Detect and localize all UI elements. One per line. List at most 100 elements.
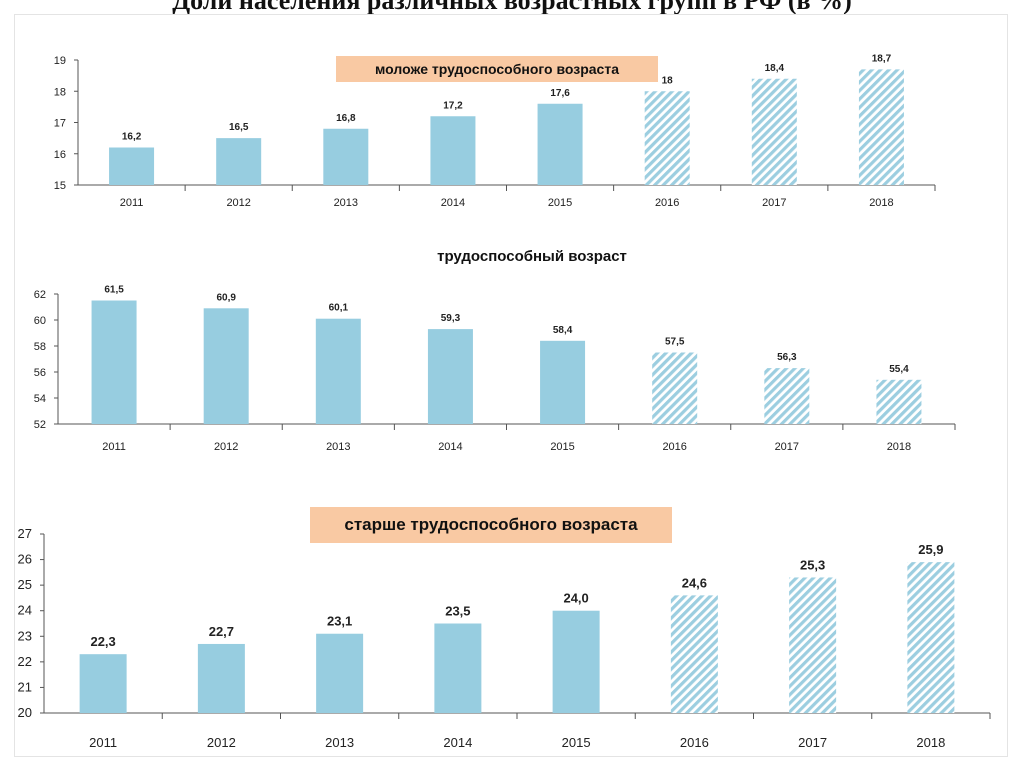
x-tick-label: 2013 [334,197,358,209]
chart-older: старше трудоспособного возраста 20 21 22 23 2… [18,507,991,750]
bar-2012 [197,643,245,713]
data-label-2013: 16,8 [336,113,356,124]
x-tick-label: 2018 [869,197,893,209]
y-tick-label: 16 [54,149,66,161]
x-tick-label: 2013 [326,441,350,453]
x-tick-label: 2011 [89,735,117,750]
x-tick-label: 2017 [798,735,827,750]
x-tick-label: 2016 [662,441,686,453]
bar-2015 [537,103,583,185]
x-tick-label: 2015 [548,197,572,209]
y-tick-label: 19 [54,55,66,67]
bar-2016 [644,91,690,185]
bar-2011 [91,300,137,424]
page-title: Доли населения различных возрастных груп… [172,0,852,15]
y-tick-label: 17 [54,118,66,130]
bar-2016 [670,595,718,713]
data-label-2014: 59,3 [441,313,461,324]
x-tick-label: 2018 [916,735,945,750]
data-label-2013: 23,1 [327,614,352,629]
y-tick-label: 58 [34,341,46,353]
data-label-2011: 22,3 [90,634,115,649]
data-label-2018: 55,4 [889,364,909,375]
bar-2014 [434,623,482,713]
y-tick-label: 23 [18,628,32,643]
data-label-2015: 17,6 [550,88,570,99]
x-tick-label: 2014 [441,197,465,209]
x-tick-label: 2014 [443,735,472,750]
x-tick-label: 2014 [438,441,462,453]
chart-title-banner [310,507,672,543]
x-tick-label: 2017 [762,197,786,209]
x-tick-label: 2012 [226,197,250,209]
chart-working-age: трудоспособный возраст 52 54 56 58 60 62 61,5 20… [34,248,956,453]
x-tick-label: 2018 [887,441,911,453]
bar-2018 [907,562,955,713]
slide-frame [14,14,1008,757]
x-tick-label: 2015 [562,735,591,750]
chart-title: трудоспособный возраст [437,248,627,265]
chart-title-banner [336,56,658,82]
data-label-2012: 60,9 [216,292,236,303]
data-label-2011: 16,2 [122,132,142,143]
data-label-2014: 17,2 [443,100,463,111]
bar-2013 [316,633,364,713]
y-tick-label: 62 [34,289,46,301]
y-tick-label: 22 [18,654,32,669]
bar-2018 [876,379,922,424]
data-label-2016: 57,5 [665,337,685,348]
y-tick-label: 21 [18,679,32,694]
bar-2015 [540,340,586,424]
bar-2014 [430,116,476,185]
data-label-2016: 18 [662,75,674,86]
y-tick-label: 18 [54,86,66,98]
y-tick-label: 24 [18,603,32,618]
data-label-2015: 24,0 [563,591,588,606]
x-tick-label: 2015 [550,441,574,453]
bar-2011 [79,654,127,713]
data-label-2018: 18,7 [872,53,892,64]
data-label-2011: 61,5 [104,285,124,296]
y-tick-label: 15 [54,180,66,192]
x-tick-label: 2012 [214,441,238,453]
y-tick-label: 60 [34,315,46,327]
bar-2014 [427,329,473,424]
x-tick-label: 2011 [102,441,126,453]
chart-title: старше трудоспособного возраста [344,515,638,534]
y-tick-label: 52 [34,419,46,431]
x-tick-label: 2012 [207,735,236,750]
bar-2013 [315,318,361,424]
x-tick-label: 2016 [655,197,679,209]
bar-2012 [216,138,262,185]
data-label-2017: 18,4 [765,63,785,74]
data-label-2017: 25,3 [800,557,825,572]
chart-title: моложе трудоспособного возраста [375,61,619,77]
y-tick-label: 26 [18,552,32,567]
bar-2017 [789,577,837,713]
bar-2011 [109,147,155,185]
bar-2017 [751,78,797,185]
bar-2015 [552,610,600,713]
chart-younger: моложе трудоспособного возраста 15 16 17 18 1… [54,53,936,209]
x-tick-label: 2011 [120,197,144,209]
x-tick-label: 2016 [680,735,709,750]
y-tick-label: 27 [18,526,32,541]
bar-2016 [652,352,698,424]
y-tick-label: 25 [18,577,32,592]
x-tick-label: 2013 [325,735,354,750]
data-label-2017: 56,3 [777,352,797,363]
y-tick-label: 20 [18,705,32,720]
data-label-2016: 24,6 [682,575,707,590]
y-tick-label: 54 [34,393,46,405]
data-label-2015: 58,4 [553,325,573,336]
y-tick-label: 56 [34,367,46,379]
bar-2018 [858,69,904,185]
bar-2013 [323,128,369,185]
bar-2012 [203,308,249,424]
data-label-2014: 23,5 [445,604,470,619]
data-label-2012: 22,7 [209,624,234,639]
data-label-2013: 60,1 [329,303,349,314]
data-label-2012: 16,5 [229,122,249,133]
data-label-2018: 25,9 [918,542,943,557]
x-tick-label: 2017 [775,441,799,453]
